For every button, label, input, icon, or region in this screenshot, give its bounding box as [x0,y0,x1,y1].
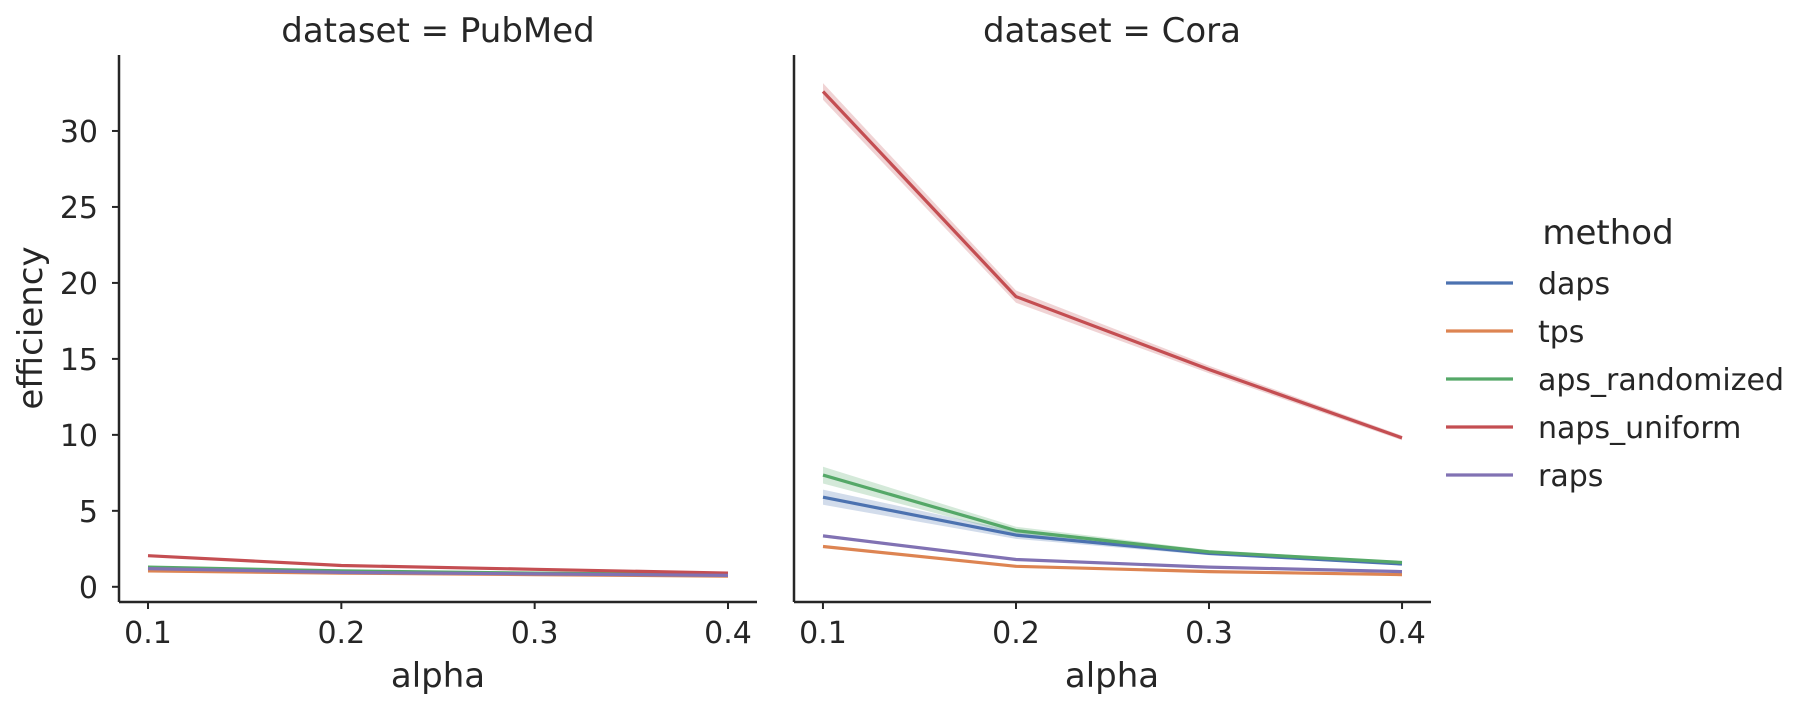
band-naps-uniform-cora [823,83,1402,441]
series-lines-cora [821,90,1403,577]
x-tick-label: 0.1 [124,616,172,651]
x-tick-label: 0.2 [992,616,1040,651]
legend-label-naps-uniform: naps_uniform [1538,411,1741,446]
legend-label-raps: raps [1538,459,1603,494]
x-tick-label: 0.3 [1185,616,1233,651]
panel-title-pubmed: dataset = PubMed [281,11,595,51]
line-raps-pubmed [147,567,729,577]
line-naps-uniform-pubmed [147,554,729,575]
legend-label-aps-randomized: aps_randomized [1538,363,1784,398]
x-axis-label-cora: alpha [1065,656,1159,696]
x-tick-label: 0.2 [317,616,365,651]
line-raps-cora [822,534,1403,574]
y-ticks-pubmed: 0 5 10 15 20 25 30 [60,115,119,606]
x-tick-label: 0.4 [704,616,752,651]
y-tick-label: 15 [60,343,98,378]
x-ticks-pubmed: 0.1 0.2 0.3 0.4 [124,602,752,651]
y-tick-label: 0 [79,571,98,606]
panel-cora: dataset = Cora 0.1 0.2 0.3 0.4 alpha [792,11,1431,696]
legend-label-daps: daps [1538,267,1610,302]
line-tps-cora [822,544,1403,577]
legend: method daps tps aps_randomized naps_uniform… [1446,213,1784,494]
y-tick-label: 30 [60,115,98,150]
line-aps-randomized-cora [822,473,1403,565]
y-tick-label: 20 [60,267,98,302]
y-tick-label: 5 [79,495,98,530]
y-axis-label: efficiency [11,246,51,409]
panel-pubmed: dataset = PubMed 0.1 0.2 0.3 0.4 0 5 10 15 20 25… [11,11,757,696]
x-axis-label-pubmed: alpha [391,656,485,696]
series-lines-pubmed [147,554,729,578]
y-tick-label: 10 [60,419,98,454]
panel-title-cora: dataset = Cora [983,11,1241,51]
legend-label-tps: tps [1538,315,1584,350]
legend-title: method [1542,213,1673,253]
x-tick-label: 0.1 [799,616,847,651]
line-naps-uniform-cora [821,90,1403,440]
y-tick-label: 25 [60,191,98,226]
x-tick-label: 0.3 [511,616,559,651]
x-tick-label: 0.4 [1378,616,1426,651]
x-ticks-cora: 0.1 0.2 0.3 0.4 [799,602,1426,651]
